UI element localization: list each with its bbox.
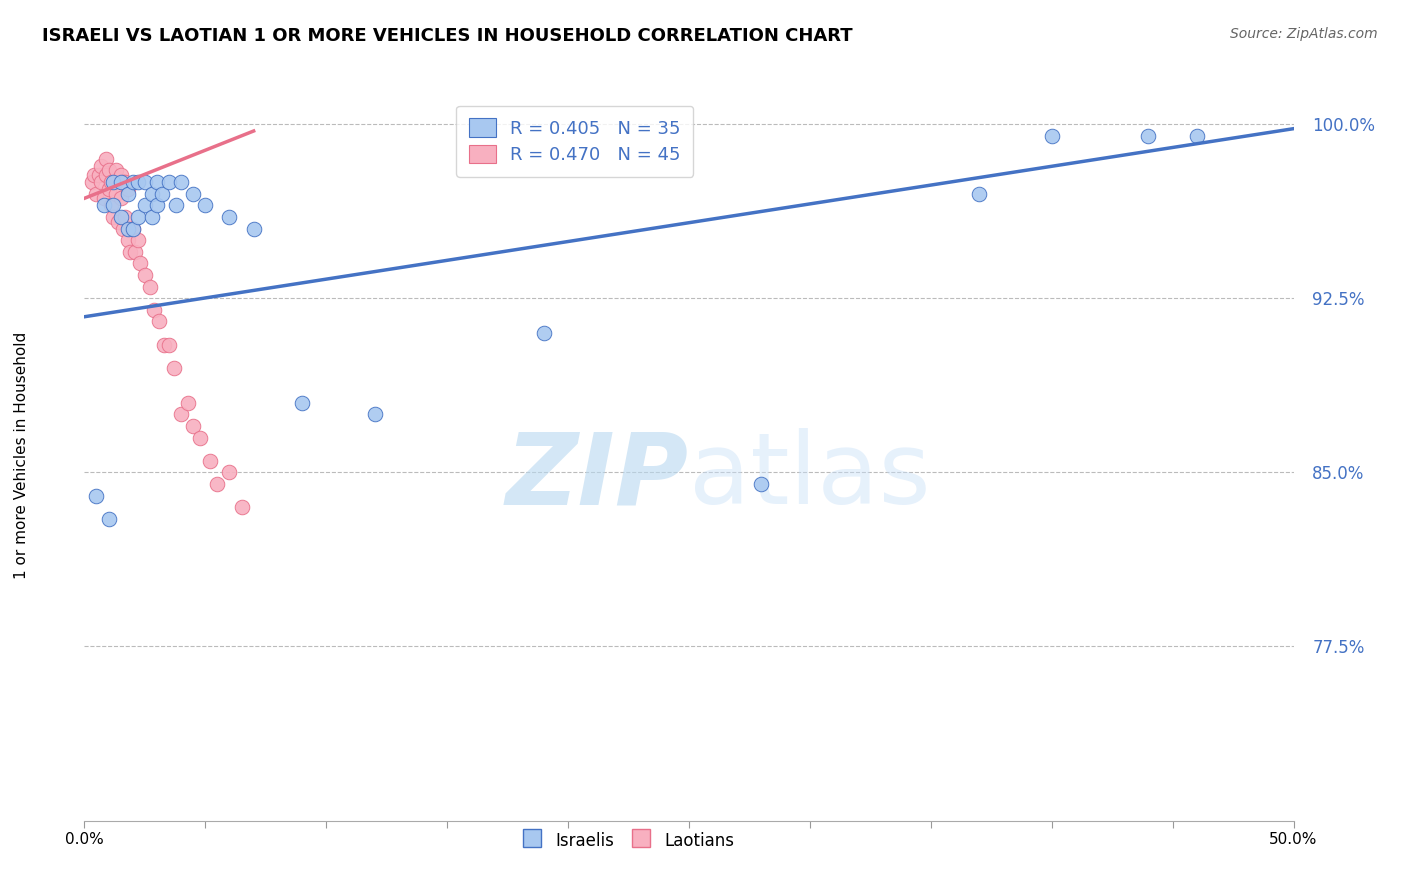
- Point: [134, 175, 156, 189]
- Point: [124, 244, 146, 259]
- Point: [967, 186, 990, 201]
- Point: [231, 500, 253, 515]
- Point: [87, 168, 110, 182]
- Point: [170, 407, 193, 421]
- Point: [121, 175, 143, 189]
- Text: ZIP: ZIP: [506, 428, 689, 525]
- Point: [117, 182, 139, 196]
- Point: [103, 175, 125, 189]
- Point: [80, 175, 103, 189]
- Point: [103, 198, 125, 212]
- Point: [181, 186, 204, 201]
- Point: [112, 175, 135, 189]
- Point: [218, 466, 240, 480]
- Point: [181, 418, 204, 433]
- Point: [165, 198, 187, 212]
- Point: [177, 395, 200, 409]
- Point: [207, 477, 229, 491]
- Point: [114, 175, 136, 189]
- Point: [218, 210, 240, 224]
- Point: [120, 244, 142, 259]
- Point: [751, 477, 773, 491]
- Point: [86, 489, 108, 503]
- Point: [90, 175, 112, 189]
- Point: [94, 168, 117, 182]
- Point: [153, 337, 176, 351]
- Point: [117, 186, 139, 201]
- Point: [146, 198, 169, 212]
- Point: [150, 186, 173, 201]
- Point: [157, 337, 180, 351]
- Point: [110, 210, 132, 224]
- Point: [117, 221, 139, 235]
- Legend: Israelis, Laotians: Israelis, Laotians: [516, 825, 741, 856]
- Text: Source: ZipAtlas.com: Source: ZipAtlas.com: [1230, 27, 1378, 41]
- Point: [110, 191, 132, 205]
- Point: [121, 221, 143, 235]
- Point: [148, 314, 170, 328]
- Point: [86, 186, 108, 201]
- Point: [127, 175, 149, 189]
- Y-axis label: 1 or more Vehicles in Household: 1 or more Vehicles in Household: [14, 331, 28, 579]
- Point: [110, 175, 132, 189]
- Point: [127, 233, 149, 247]
- Point: [100, 198, 122, 212]
- Point: [83, 168, 105, 182]
- Point: [190, 430, 212, 444]
- Text: ISRAELI VS LAOTIAN 1 OR MORE VEHICLES IN HOUSEHOLD CORRELATION CHART: ISRAELI VS LAOTIAN 1 OR MORE VEHICLES IN…: [42, 27, 853, 45]
- Point: [533, 326, 555, 340]
- Point: [141, 210, 163, 224]
- Point: [291, 395, 314, 409]
- Point: [114, 210, 136, 224]
- Point: [94, 152, 117, 166]
- Text: atlas: atlas: [689, 428, 931, 525]
- Point: [163, 360, 186, 375]
- Point: [134, 198, 156, 212]
- Point: [146, 175, 169, 189]
- Point: [198, 454, 221, 468]
- Point: [107, 214, 129, 228]
- Point: [103, 210, 125, 224]
- Point: [117, 233, 139, 247]
- Point: [143, 302, 166, 317]
- Point: [93, 198, 115, 212]
- Point: [104, 186, 127, 201]
- Point: [157, 175, 180, 189]
- Point: [1185, 128, 1208, 143]
- Point: [134, 268, 156, 282]
- Point: [100, 175, 122, 189]
- Point: [138, 279, 160, 293]
- Point: [363, 407, 385, 421]
- Point: [141, 186, 163, 201]
- Point: [121, 221, 143, 235]
- Point: [97, 182, 120, 196]
- Point: [110, 168, 132, 182]
- Point: [90, 159, 112, 173]
- Point: [93, 191, 115, 205]
- Point: [97, 163, 120, 178]
- Point: [104, 163, 127, 178]
- Point: [112, 221, 135, 235]
- Point: [129, 256, 152, 270]
- Point: [1040, 128, 1063, 143]
- Point: [1137, 128, 1160, 143]
- Point: [170, 175, 193, 189]
- Point: [194, 198, 217, 212]
- Point: [242, 221, 264, 235]
- Point: [97, 512, 120, 526]
- Point: [127, 210, 149, 224]
